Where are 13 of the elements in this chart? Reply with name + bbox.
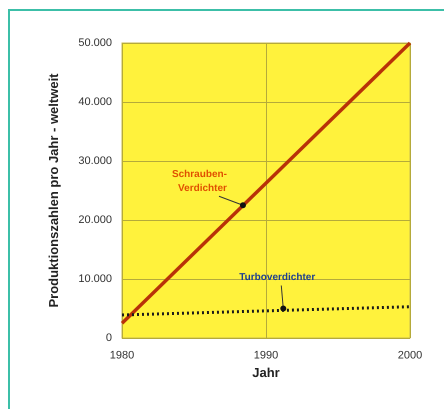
y-tick-label: 40.000 [78, 96, 112, 108]
y-tick-label: 50.000 [78, 37, 112, 49]
annotation: Turboverdichter [239, 272, 316, 283]
y-tick-label: 0 [106, 332, 112, 344]
x-tick-label: 1980 [110, 350, 134, 362]
y-tick-label: 30.000 [78, 155, 112, 167]
y-tick-label: 10.000 [78, 273, 112, 285]
x-axis-title: Jahr [252, 365, 280, 380]
annotation: Schrauben- Verdichter [172, 168, 228, 194]
x-tick-label: 2000 [398, 350, 422, 362]
y-axis-title: Produktionszahlen pro Jahr - weltweit [46, 72, 61, 308]
x-tick-label: 1990 [254, 350, 278, 362]
y-tick-label: 20.000 [78, 214, 112, 226]
